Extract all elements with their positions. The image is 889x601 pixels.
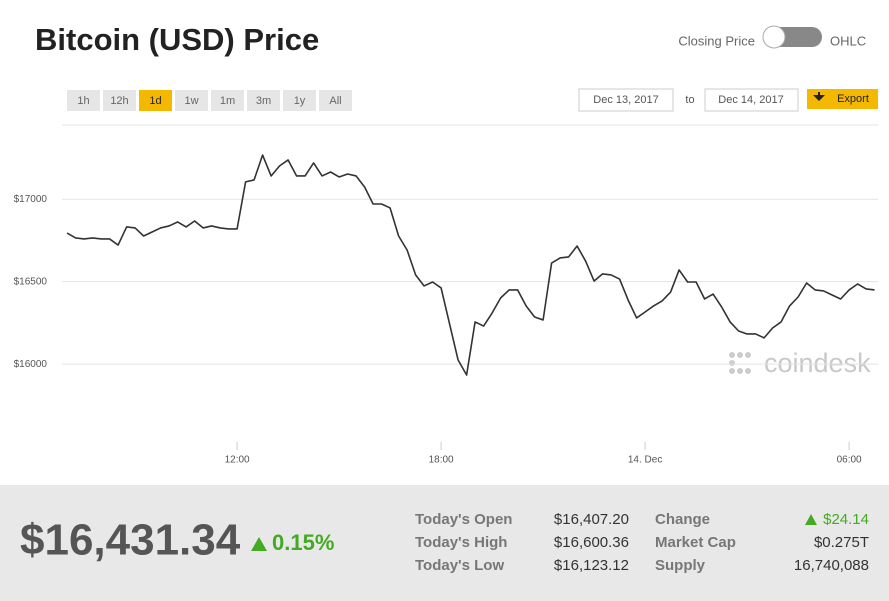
stat-label: Today's Low (415, 557, 504, 574)
range-label: All (329, 95, 341, 107)
date-separator: to (685, 94, 694, 106)
y-tick-label: $16500 (14, 276, 48, 287)
range-button[interactable] (319, 90, 352, 111)
range-label: 1h (77, 95, 89, 107)
y-tick-label: $16000 (14, 359, 48, 370)
date-to: Dec 14, 2017 (718, 94, 783, 106)
page-title: Bitcoin (USD) Price (35, 22, 319, 57)
x-tick-label: 18:00 (429, 455, 454, 466)
date-to-input[interactable] (704, 88, 799, 112)
export-label: Export (837, 93, 869, 105)
watermark-logo (729, 352, 751, 374)
export-button[interactable] (807, 89, 878, 109)
x-tick-label: 06:00 (837, 455, 862, 466)
stat-value: $16,407.20 (554, 511, 629, 528)
range-button[interactable] (247, 90, 280, 111)
y-tick-label: $17000 (14, 194, 48, 205)
range-label: 1w (184, 95, 198, 107)
change-arrow (805, 514, 817, 525)
stat-label: Today's High (415, 534, 507, 551)
range-label: 12h (110, 95, 128, 107)
stat-label: Supply (655, 557, 706, 574)
range-button[interactable] (103, 90, 136, 111)
range-label: 1m (220, 95, 235, 107)
up-arrow (251, 537, 267, 551)
toggle-left-label: Closing Price (678, 33, 755, 48)
date-from: Dec 13, 2017 (593, 94, 658, 106)
export-icon (813, 92, 825, 101)
range-button[interactable] (67, 90, 100, 111)
price-line (66, 154, 875, 376)
date-from-input[interactable] (578, 88, 674, 112)
stat-value: $16,600.36 (554, 534, 629, 551)
range-button[interactable] (283, 90, 316, 111)
toggle-right-label: OHLC (830, 33, 866, 48)
current-price: $16,431.34 (20, 516, 241, 565)
range-label: 3m (256, 95, 271, 107)
stat-value: $24.14 (823, 511, 869, 528)
stat-label: Change (655, 511, 710, 528)
stat-value: $16,123.12 (554, 557, 629, 574)
stat-value: $0.275T (814, 534, 869, 551)
toggle-knob (762, 25, 786, 49)
summary-panel (0, 485, 889, 601)
stat-label: Market Cap (655, 534, 736, 551)
range-label: 1d (149, 95, 161, 107)
change-percent: 0.15% (272, 530, 334, 555)
stat-label: Today's Open (415, 511, 512, 528)
range-button[interactable] (211, 90, 244, 111)
range-button[interactable] (139, 90, 172, 111)
stat-value: 16,740,088 (794, 557, 869, 574)
range-button[interactable] (175, 90, 208, 111)
x-tick-label: 14. Dec (628, 455, 662, 466)
watermark: coindesk (764, 348, 871, 378)
range-label: 1y (294, 95, 306, 107)
x-tick-label: 12:00 (225, 455, 250, 466)
